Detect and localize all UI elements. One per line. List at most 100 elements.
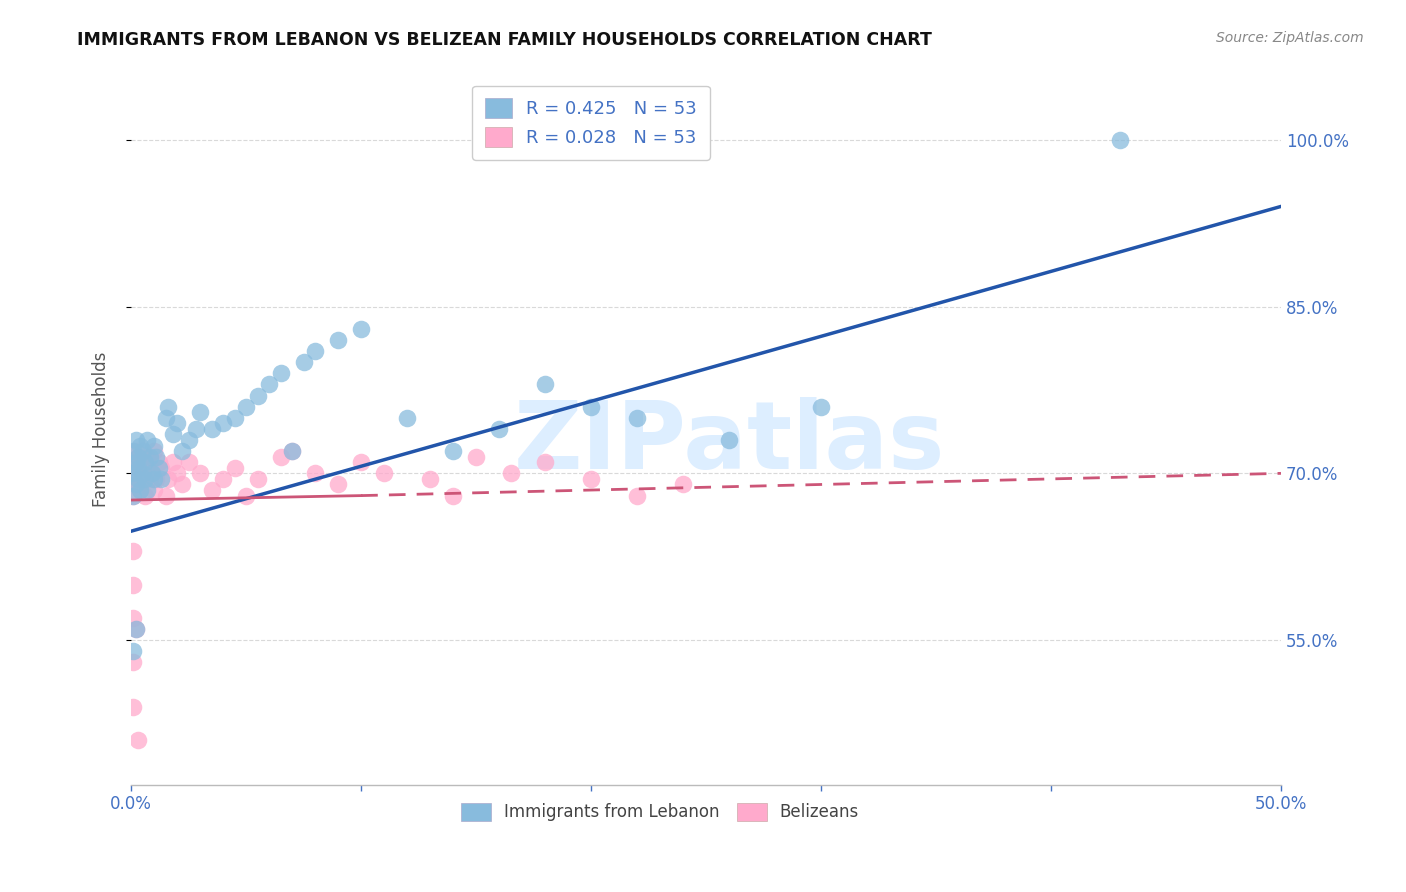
Point [177, 433, 200, 447]
Point [145, 472, 167, 486]
Point [141, 467, 163, 481]
Point [127, 472, 149, 486]
Point [156, 472, 179, 486]
Point [125, 477, 148, 491]
Point [488, 422, 510, 436]
Point [125, 622, 148, 636]
Point [122, 489, 145, 503]
Point [534, 455, 557, 469]
Point [626, 489, 648, 503]
Point [626, 410, 648, 425]
Point [246, 388, 269, 402]
Point [122, 577, 145, 591]
Point [143, 472, 166, 486]
Point [224, 410, 246, 425]
Point [201, 483, 224, 497]
Point [166, 467, 188, 481]
Point [122, 611, 145, 625]
Point [150, 472, 173, 486]
Point [246, 472, 269, 486]
Point [257, 377, 280, 392]
Point [170, 477, 193, 491]
Text: ZIPatlas: ZIPatlas [513, 397, 945, 489]
Point [148, 460, 170, 475]
Point [143, 444, 166, 458]
Point [143, 438, 166, 452]
Point [155, 410, 177, 425]
Point [122, 455, 145, 469]
Point [281, 444, 304, 458]
Point [138, 472, 160, 486]
Point [304, 344, 326, 359]
Point [131, 467, 153, 481]
Point [134, 467, 156, 481]
Point [129, 483, 152, 497]
Point [122, 444, 145, 458]
Point [134, 455, 156, 469]
Point [143, 483, 166, 497]
Point [127, 450, 149, 464]
Point [281, 444, 304, 458]
Point [134, 489, 156, 503]
Point [127, 460, 149, 475]
Point [136, 433, 159, 447]
Point [350, 322, 373, 336]
Text: IMMIGRANTS FROM LEBANON VS BELIZEAN FAMILY HOUSEHOLDS CORRELATION CHART: IMMIGRANTS FROM LEBANON VS BELIZEAN FAMI… [77, 31, 932, 49]
Point [125, 467, 148, 481]
Point [122, 489, 145, 503]
Point [810, 400, 832, 414]
Point [177, 455, 200, 469]
Point [201, 422, 224, 436]
Point [127, 460, 149, 475]
Point [579, 400, 602, 414]
Point [672, 477, 695, 491]
Point [1109, 133, 1132, 147]
Point [122, 656, 145, 670]
Point [136, 460, 159, 475]
Point [148, 455, 170, 469]
Point [579, 472, 602, 486]
Point [441, 489, 464, 503]
Point [155, 489, 177, 503]
Point [138, 450, 160, 464]
Point [125, 433, 148, 447]
Point [184, 422, 207, 436]
Point [373, 467, 395, 481]
Point [162, 427, 184, 442]
Point [122, 544, 145, 558]
Point [150, 460, 173, 475]
Point [224, 460, 246, 475]
Point [141, 467, 163, 481]
Text: Source: ZipAtlas.com: Source: ZipAtlas.com [1216, 31, 1364, 45]
Point [131, 444, 153, 458]
Point [270, 366, 292, 380]
Point [326, 333, 349, 347]
Point [122, 699, 145, 714]
Point [127, 472, 149, 486]
Point [127, 733, 149, 747]
Point [304, 467, 326, 481]
Point [131, 455, 153, 469]
Point [166, 417, 188, 431]
Point [125, 622, 148, 636]
Point [136, 450, 159, 464]
Legend: Immigrants from Lebanon, Belizeans: Immigrants from Lebanon, Belizeans [453, 795, 868, 830]
Point [125, 455, 148, 469]
Point [134, 472, 156, 486]
Point [129, 483, 152, 497]
Point [122, 472, 145, 486]
Point [212, 472, 235, 486]
Point [534, 377, 557, 392]
Point [465, 450, 488, 464]
Point [125, 477, 148, 491]
Y-axis label: Family Households: Family Households [93, 351, 110, 507]
Point [350, 455, 373, 469]
Point [326, 477, 349, 491]
Point [419, 472, 441, 486]
Point [156, 400, 179, 414]
Point [129, 438, 152, 452]
Point [396, 410, 419, 425]
Point [122, 644, 145, 658]
Point [718, 433, 741, 447]
Point [125, 444, 148, 458]
